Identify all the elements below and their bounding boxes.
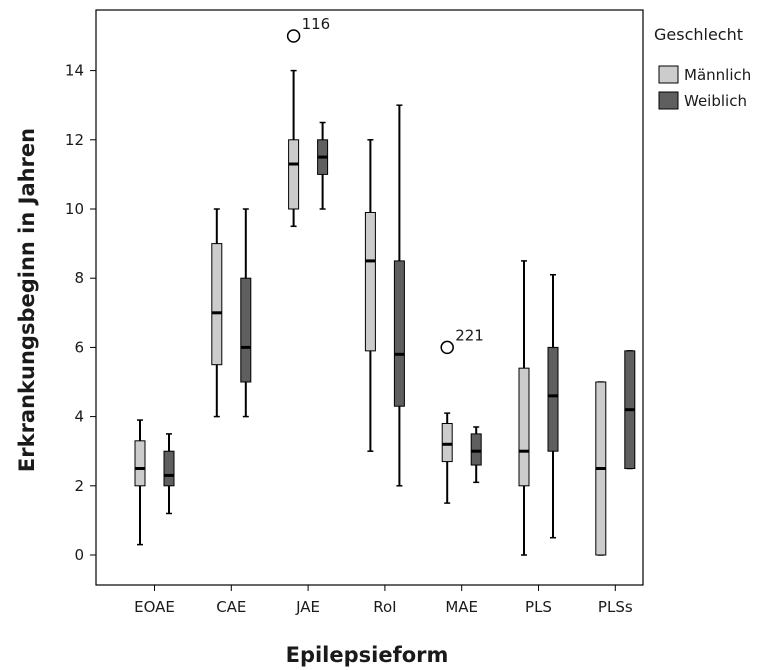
outlier-group: 116 221 [286, 15, 484, 355]
plot-area [95, 9, 644, 586]
box-rect [518, 367, 530, 487]
box-roi-weiblich [393, 104, 405, 487]
box-pls-maennlich [518, 260, 530, 556]
box-rect [211, 243, 223, 366]
y-tick-label: 14 [65, 62, 84, 80]
y-tick-label: 2 [74, 477, 84, 495]
x-tick-label: EOAE [134, 598, 175, 616]
legend-label-weiblich: Weiblich [684, 92, 747, 110]
legend-swatch-maennlich [658, 65, 679, 84]
box-jae-weiblich [317, 121, 329, 210]
box-mae-maennlich [441, 412, 453, 504]
box-eoae-weiblich [163, 433, 175, 515]
box-rect [547, 346, 559, 452]
y-tick-label: 4 [74, 408, 84, 426]
x-tick-label: PLS [525, 598, 552, 616]
x-tick-label: MAE [445, 598, 478, 616]
box-pls-weiblich [547, 273, 559, 539]
outlier-label: 116 [302, 15, 331, 33]
y-tick-label: 0 [74, 546, 84, 564]
legend-label-maennlich: Männlich [684, 66, 751, 84]
box-group [134, 69, 636, 556]
outlier-point [286, 29, 301, 43]
box-rect [288, 139, 300, 210]
y-axis: 0 2 4 6 8 10 12 14 [65, 62, 96, 564]
box-eoae-maennlich [134, 419, 146, 546]
outlier-label: 221 [455, 326, 484, 344]
box-rect [240, 277, 252, 383]
legend-swatch-weiblich [658, 91, 679, 110]
box-cae-weiblich [240, 208, 252, 418]
box-roi-maennlich [364, 139, 376, 452]
x-tick-label: RoI [373, 598, 396, 616]
x-tick-label: CAE [216, 598, 246, 616]
box-rect [441, 423, 453, 463]
x-tick-label: JAE [295, 598, 320, 616]
box-cae-maennlich [211, 208, 223, 418]
box-rect [364, 211, 376, 352]
legend-title: Geschlecht [654, 25, 743, 44]
plot-frame [95, 9, 644, 586]
x-tick-label: PLSs [598, 598, 633, 616]
y-tick-label: 8 [74, 269, 84, 287]
box-mae-weiblich [470, 426, 482, 484]
outlier-point [440, 340, 454, 355]
y-tick-label: 6 [74, 338, 84, 356]
y-axis-title: Erkrankungsbeginn in Jahren [15, 128, 39, 472]
box-rect [163, 450, 175, 487]
x-axis-title: Epilepsieform [286, 643, 449, 667]
box-plss-maennlich [595, 381, 607, 556]
box-plss-weiblich [624, 350, 636, 470]
box-rect [470, 433, 482, 466]
box-jae-maennlich [288, 69, 300, 228]
y-tick-label: 10 [65, 200, 84, 218]
box-rect [393, 260, 405, 407]
y-tick-label: 12 [65, 131, 84, 149]
box-rect [134, 440, 146, 487]
x-axis: EOAE CAE JAE RoI MAE PLS PLSs [134, 585, 633, 616]
legend: Geschlecht Männlich Weiblich [654, 25, 751, 110]
